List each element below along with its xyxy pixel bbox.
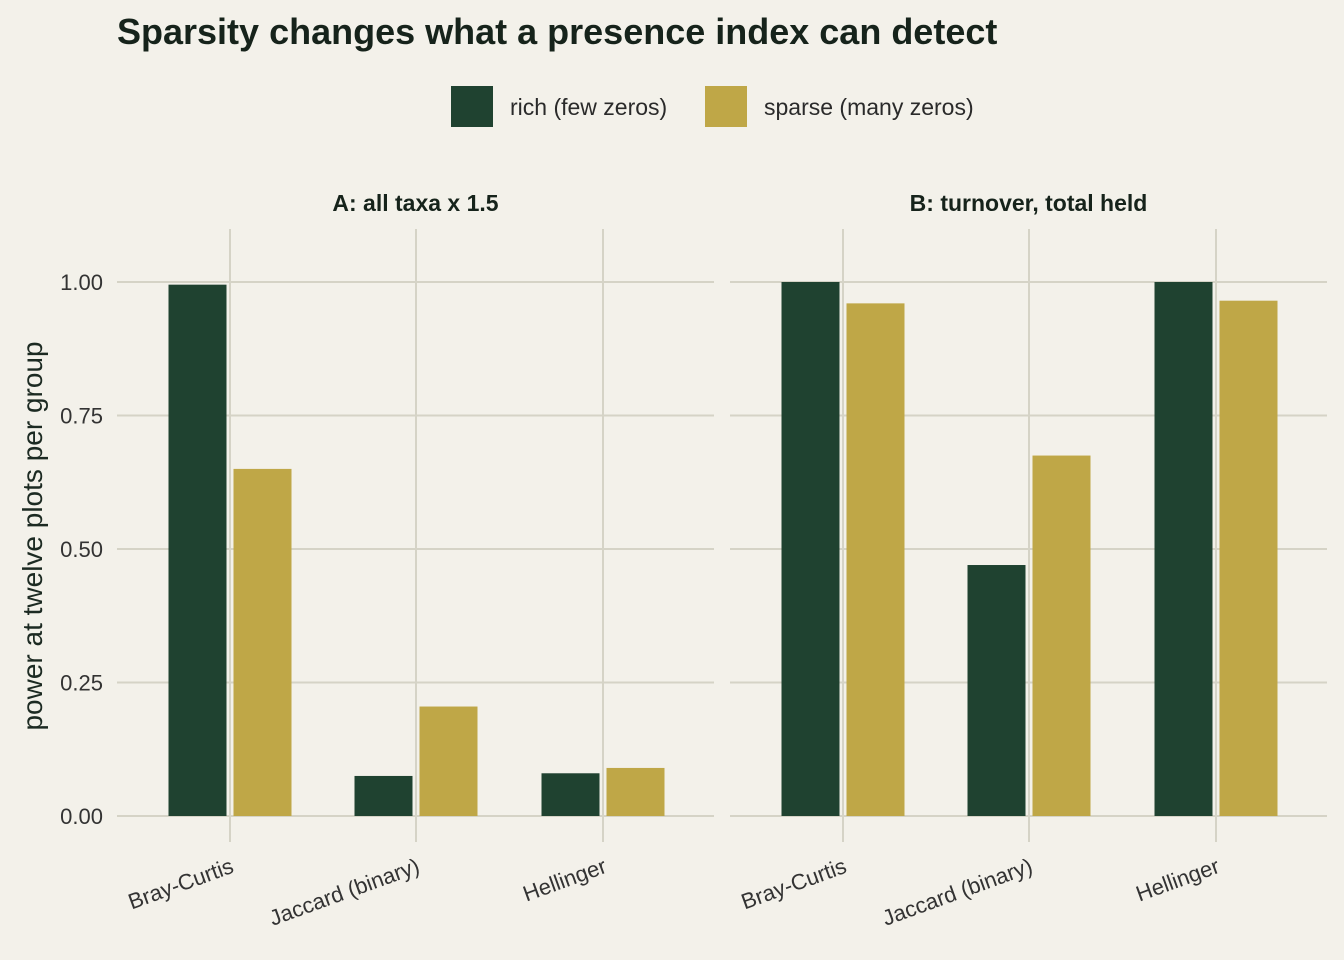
panels: A: all taxa x 1.5 Bray-Curtis Jaccard (bin… — [117, 190, 1327, 931]
legend-label-sparse: sparse (many zeros) — [764, 94, 974, 120]
y-tick-label: 0.50 — [60, 537, 103, 562]
y-tick-label: 0.00 — [60, 804, 103, 829]
x-tick-label: Bray-Curtis — [738, 853, 850, 914]
bar — [233, 468, 292, 816]
bar — [967, 565, 1026, 816]
x-tick-label: Jaccard (binary) — [879, 853, 1036, 930]
bar — [541, 773, 600, 816]
bar — [1219, 300, 1278, 816]
y-axis-label: power at twelve plots per group — [17, 341, 48, 730]
y-tick-label: 0.25 — [60, 671, 103, 696]
panel-title: B: turnover, total held — [910, 190, 1148, 216]
bar — [354, 775, 413, 816]
panel: A: all taxa x 1.5 Bray-Curtis Jaccard (bin… — [117, 190, 714, 931]
x-tick-label: Hellinger — [520, 853, 610, 906]
panel: B: turnover, total held Bray-Curtis Jaccar… — [730, 190, 1327, 931]
bar — [606, 767, 665, 816]
x-tick-label: Bray-Curtis — [125, 853, 237, 914]
y-tick-label: 0.75 — [60, 404, 103, 429]
legend-label-rich: rich (few zeros) — [510, 94, 667, 120]
x-tick-label: Hellinger — [1133, 853, 1223, 906]
bar — [781, 282, 840, 816]
bar — [1032, 455, 1091, 816]
legend-swatch-rich — [451, 86, 493, 127]
legend-swatch-sparse — [705, 86, 747, 127]
panel-title: A: all taxa x 1.5 — [332, 190, 498, 216]
bar — [168, 284, 227, 816]
y-tick-label: 1.00 — [60, 270, 103, 295]
legend: rich (few zeros) sparse (many zeros) — [451, 86, 974, 127]
bar — [1154, 282, 1213, 816]
x-tick-label: Jaccard (binary) — [266, 853, 423, 930]
y-tick-labels: 0.00 0.25 0.50 0.75 1.00 — [60, 270, 103, 829]
bar — [419, 706, 478, 816]
bar — [846, 303, 905, 816]
chart-title: Sparsity changes what a presence index c… — [117, 11, 997, 52]
